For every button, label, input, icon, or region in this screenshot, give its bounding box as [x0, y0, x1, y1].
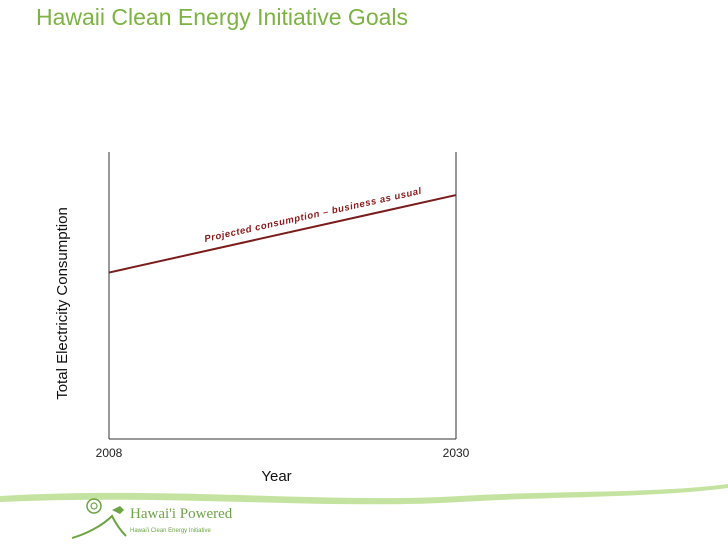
- x-tick-labels: 2008 2030: [96, 446, 470, 460]
- series-layer: [108, 194, 457, 274]
- logo-name: Hawai'i Powered: [130, 506, 233, 522]
- footer-swoosh: [0, 484, 728, 505]
- plug-icon: [112, 506, 124, 514]
- x-tick-label-0: 2008: [96, 446, 123, 460]
- x-tick-label-1: 2030: [443, 446, 470, 460]
- y-axis-label: Total Electricity Consumption: [54, 207, 71, 400]
- logo-tagline: Hawai'i Clean Energy Initiative: [130, 528, 212, 534]
- hill-icon: [72, 514, 127, 539]
- consumption-chart: Projected consumption – business as usua…: [54, 152, 470, 482]
- series-line-0: [108, 194, 457, 274]
- x-axis-label: Year: [261, 468, 291, 482]
- slide-title: Hawaii Clean Energy Initiative Goals: [36, 4, 409, 30]
- hawaii-powered-logo: Hawai'i Powered Hawai'i Clean Energy Ini…: [72, 498, 233, 539]
- footer-band: [0, 484, 728, 505]
- sun-icon: [86, 498, 102, 514]
- projected-consumption-label: Projected consumption – business as usua…: [203, 186, 423, 245]
